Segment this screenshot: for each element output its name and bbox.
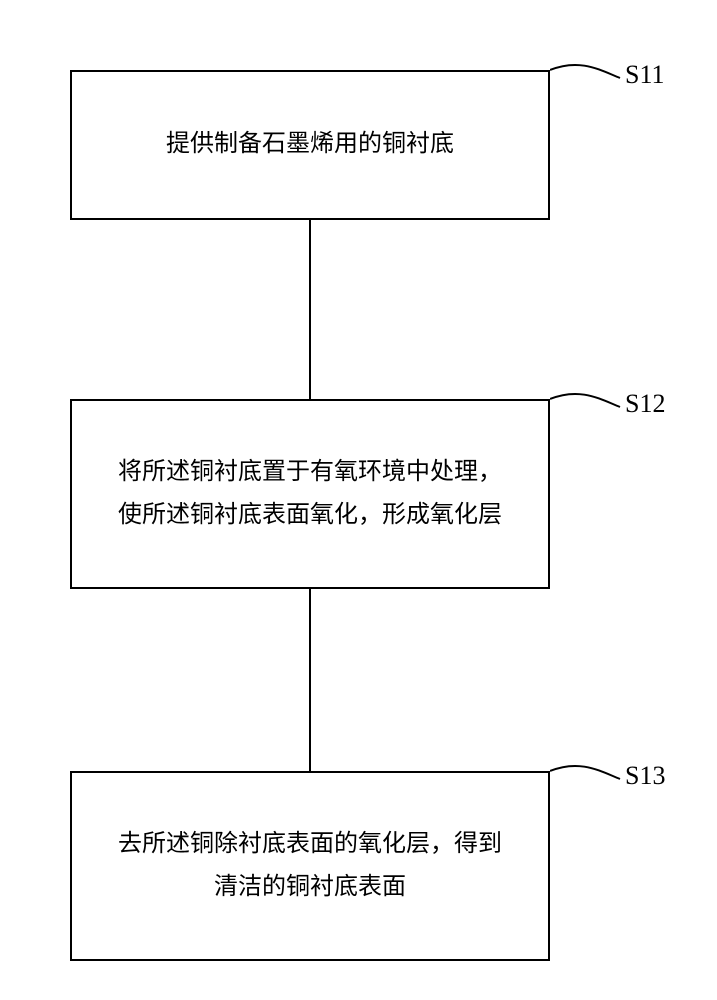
step-label-s13: S13 <box>625 761 665 791</box>
connector-s11-s12 <box>309 220 311 399</box>
flow-step-s11-text: 提供制备石墨烯用的铜衬底 <box>166 123 454 166</box>
flow-step-s13: 去所述铜除衬底表面的氧化层，得到 清洁的铜衬底表面 <box>70 771 550 961</box>
callout-s13 <box>550 761 630 801</box>
step-label-s11: S11 <box>625 60 665 90</box>
callout-s11 <box>550 60 630 100</box>
callout-s12 <box>550 389 630 429</box>
flow-step-s13-text: 去所述铜除衬底表面的氧化层，得到 清洁的铜衬底表面 <box>118 823 502 909</box>
connector-s12-s13 <box>309 589 311 771</box>
flow-step-s12: 将所述铜衬底置于有氧环境中处理， 使所述铜衬底表面氧化，形成氧化层 <box>70 399 550 589</box>
flow-step-s12-text: 将所述铜衬底置于有氧环境中处理， 使所述铜衬底表面氧化，形成氧化层 <box>118 451 502 537</box>
flowchart-canvas: 提供制备石墨烯用的铜衬底 S11 将所述铜衬底置于有氧环境中处理， 使所述铜衬底… <box>0 0 717 1000</box>
flow-step-s11: 提供制备石墨烯用的铜衬底 <box>70 70 550 220</box>
step-label-s12: S12 <box>625 389 665 419</box>
